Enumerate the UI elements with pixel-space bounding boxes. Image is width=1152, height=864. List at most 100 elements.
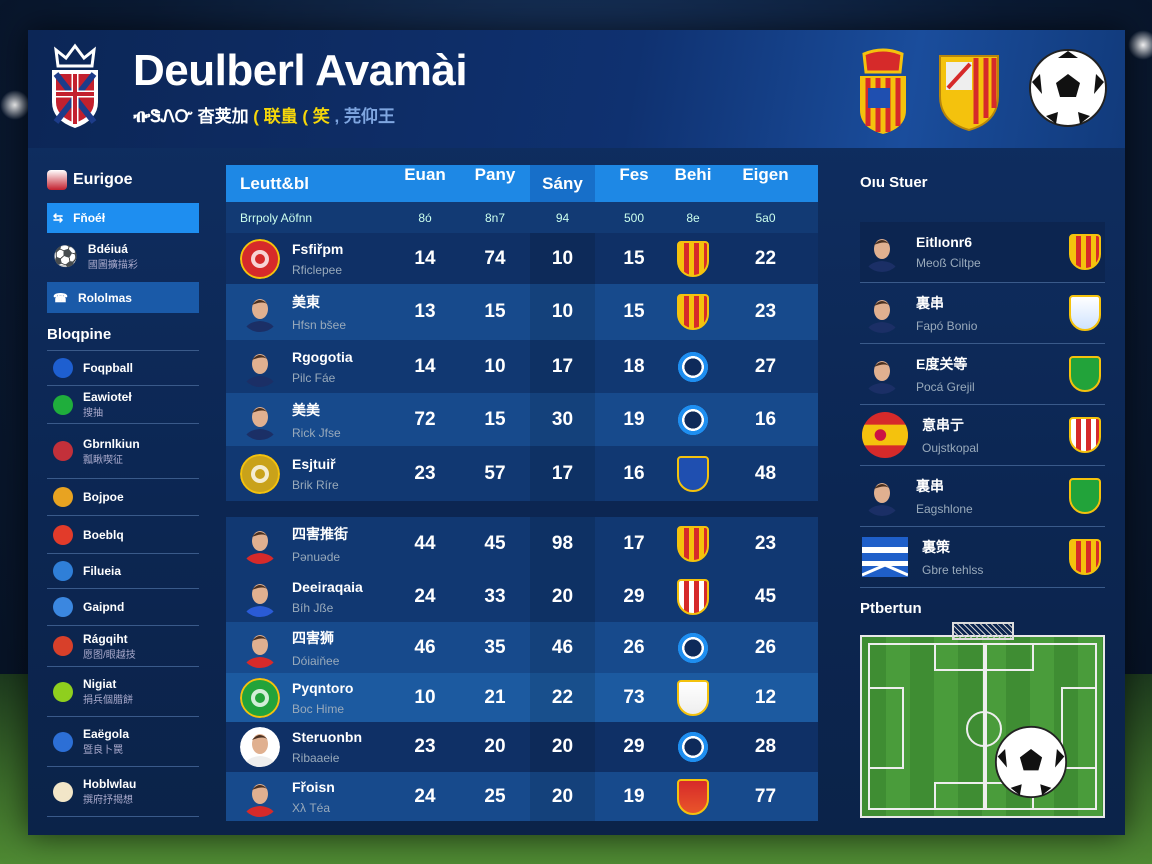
player-kick-icon: ⚽	[53, 245, 78, 268]
stat-cell: 45	[754, 585, 777, 607]
stat-cell: 17	[530, 340, 595, 393]
club-logo-icon	[53, 394, 73, 415]
sidebar-list: Foqpball Eawioteł 搜抽 Gbrnlkiun 瓢瞅喫征 Bojpoe Boe…	[47, 351, 199, 817]
club-badge-icon	[1069, 417, 1101, 453]
stat-cell: 57	[484, 462, 506, 484]
table-row[interactable]: 美東 Hfsn bšee 13 15 10 15 23	[226, 284, 818, 340]
sidebar-item-sublabel: 愿图/眼越技	[83, 649, 136, 661]
sidebar-item[interactable]: Filueia	[47, 554, 199, 589]
sidebar-item-player[interactable]: ⚽ Bdéiuá 國圖擴描彩	[47, 233, 199, 279]
stat-cell: 20	[530, 571, 595, 622]
stat-cell: 73	[623, 686, 645, 708]
sidebar-item[interactable]: Eaëgola 暨良卜罠	[47, 717, 199, 767]
flag-shield-icon	[47, 170, 67, 190]
sidebar-item[interactable]: Hoblwlau 撰府抒揭想	[47, 767, 199, 817]
table-row[interactable]: 四害推街 Pənuəde 44 45 98 17 23	[226, 517, 818, 571]
player-avatar	[240, 453, 280, 494]
club-badge-icon	[677, 629, 709, 666]
stat-cell: 14	[414, 355, 436, 377]
stat-cell: 19	[623, 408, 645, 430]
table-row[interactable]: 四害狮 Dóiaiňee 46 35 46 26 26	[226, 622, 818, 673]
column-header[interactable]: Euan	[404, 165, 446, 184]
stat-cell: 17	[530, 446, 595, 501]
stat-cell: 72	[414, 408, 436, 430]
sidebar-item-label: Rololmas	[77, 290, 132, 305]
sidebar-item-active[interactable]: ⇆ Fňoéł	[47, 203, 199, 233]
sidebar-item[interactable]: Rágqiht 愿图/眼越技	[47, 626, 199, 667]
sidebar-item-label: Bojpoe	[83, 490, 124, 504]
sidebar-item-label: Eaëgola	[83, 727, 130, 741]
club-logo-icon	[53, 781, 73, 802]
club-badge-icon	[677, 526, 709, 562]
table-row[interactable]: Deeiraqaia Bíh Jße 24 33 20 29 45	[226, 571, 818, 622]
stat-cell: 19	[623, 785, 645, 807]
club-list-item[interactable]: 裏串 Eagshlone	[860, 466, 1105, 527]
sidebar-item-sublabel: 捐兵個腊餅	[83, 695, 133, 706]
stat-cell: 74	[484, 247, 506, 269]
player-name: Fřoisn	[292, 778, 335, 795]
player-subtitle: Ribaaeie	[292, 751, 340, 765]
sidebar-item[interactable]: Gbrnlkiun 瓢瞅喫征	[47, 424, 199, 479]
club-player-name: 意串亍	[922, 417, 964, 433]
club-badge-icon	[677, 729, 709, 765]
table-row[interactable]: Fřoisn Xλ Téa 24 25 20 19 77	[226, 772, 818, 821]
club-logo-icon	[53, 487, 73, 507]
club-logo-icon	[53, 561, 73, 581]
sidebar-item-sublabel: 瓢瞅喫征	[83, 454, 123, 466]
stat-cell: 10	[530, 233, 595, 284]
stat-cell: 10	[484, 355, 506, 377]
sidebar-item[interactable]: Bojpoe	[47, 479, 199, 516]
sidebar-item[interactable]: Foqpball	[47, 351, 199, 386]
club-player-name: 裏串	[916, 295, 944, 311]
sidebar: Eurigoe ⇆ Fňoéł ⚽ Bdéiuá 國圖擴描彩 ☎ Rololmas B…	[47, 160, 199, 817]
stadium-light	[0, 90, 30, 120]
sidebar-header-label: Eurigoe	[73, 171, 133, 188]
sidebar-item[interactable]: Gaipnd	[47, 589, 199, 626]
sidebar-item-sublabel: 暨良卜罠	[83, 745, 123, 756]
club-list-item[interactable]: 意串亍 Oujstkopal	[860, 405, 1105, 466]
table-row[interactable]: 美美 Rick Jfse 72 15 30 19 16	[226, 393, 818, 446]
stadium-light	[1128, 30, 1152, 60]
player-name: Steruonbn	[292, 729, 362, 745]
column-header[interactable]: Sány	[530, 165, 595, 202]
stat-cell: 29	[623, 736, 645, 757]
player-avatar	[866, 300, 898, 333]
sidebar-item[interactable]: Eawioteł 搜抽	[47, 386, 199, 424]
sidebar-item[interactable]: Boeblq	[47, 516, 199, 554]
club-list-item[interactable]: 裏串 Fapó Bonio	[860, 283, 1105, 344]
column-header[interactable]: Behi	[674, 165, 712, 184]
player-avatar	[866, 361, 898, 394]
table-subheader: Brrpoly Aöfnn 8ó 8n7 94 500 8e 5a0	[226, 202, 818, 233]
club-badge-icon	[1069, 356, 1101, 392]
column-header[interactable]: Eigen	[742, 165, 789, 184]
club-badge-icon	[677, 455, 709, 492]
player-avatar	[866, 483, 898, 516]
player-avatar	[240, 727, 280, 767]
club-badge-icon	[677, 778, 709, 815]
stat-cell: 20	[530, 722, 595, 772]
club-list-item[interactable]: Eitlıonr6 Meoß Ciltpe	[860, 222, 1105, 283]
subtitle-segment: , 芫仰王	[329, 107, 395, 126]
sidebar-item[interactable]: Nigiat 捐兵個腊餅	[47, 667, 199, 717]
share-icon: ⇆	[53, 211, 64, 225]
sidebar-item-highlight[interactable]: ☎ Rololmas	[47, 282, 199, 313]
table-row[interactable]: Fsfiřpm Rficlepee 14 74 10 15 22	[226, 233, 818, 284]
sidebar-item-label: Fňoéł	[73, 211, 106, 225]
stat-cell: 21	[484, 686, 506, 708]
column-header[interactable]: Fes	[619, 165, 649, 184]
table-row[interactable]: Pyqntoro Boc Hime 10 21 22 73 12	[226, 673, 818, 722]
club-badge-icon	[1069, 539, 1101, 575]
player-avatar	[244, 634, 276, 668]
stat-cell: 25	[484, 785, 506, 807]
table-row[interactable]: Rgogotia Pilc Fáe 14 10 17 18 27	[226, 340, 818, 393]
club-list-item[interactable]: E度关等 Pocá Grejil	[860, 344, 1105, 405]
table-row[interactable]: Esjtuiř Brik Ríre 23 57 17 16 48	[226, 446, 818, 501]
stat-cell: 15	[623, 301, 645, 322]
player-subtitle: Boc Hime	[292, 701, 345, 716]
column-header[interactable]: Pany	[474, 165, 516, 184]
table-row[interactable]: Steruonbn Ribaaeie 23 20 20 29 28	[226, 722, 818, 772]
club-list-item[interactable]: 裏策 Gbre tehlss	[860, 527, 1105, 588]
stat-cell: 20	[530, 772, 595, 821]
player-subtitle: Rick Jfse	[292, 425, 341, 440]
stat-cell: 29	[623, 585, 645, 607]
